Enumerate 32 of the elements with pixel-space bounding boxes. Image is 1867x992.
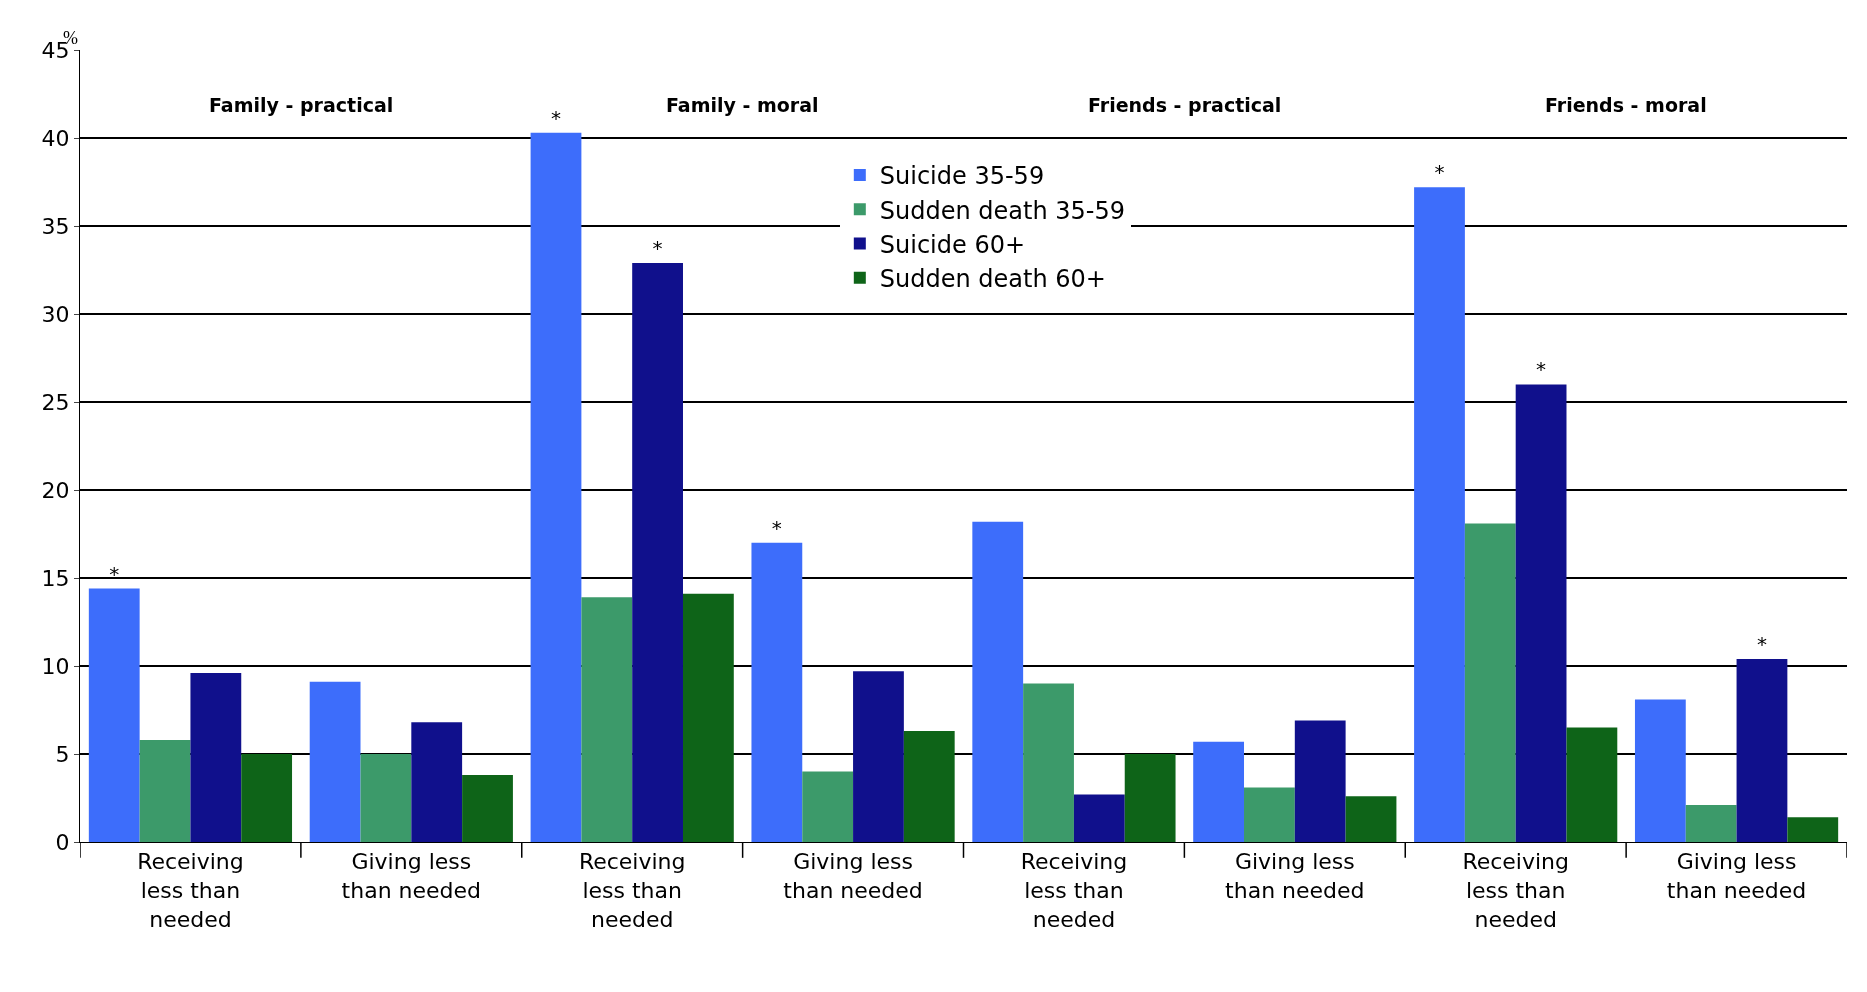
x-tick-label: Giving less than needed <box>1666 849 1807 903</box>
data-label: * <box>1434 160 1445 185</box>
x-tick-label: Receiving less than needed <box>578 849 686 932</box>
y-tick-label: 5 <box>55 741 70 767</box>
annotation: Friends - practical <box>1088 94 1282 116</box>
y-tick-label: 20 <box>41 477 70 503</box>
x-tick-label: Giving less than needed <box>341 849 482 903</box>
legend-label: Sudden death 35-59 <box>879 196 1126 225</box>
annotation: Friends - moral <box>1545 94 1707 116</box>
y-tick-label: 35 <box>41 213 70 239</box>
x-tick-label: Receiving less than needed <box>137 849 244 932</box>
x-tick-label: Giving less than needed <box>1225 849 1365 903</box>
x-tick-label: Receiving less than needed <box>1020 849 1128 932</box>
data-label: * <box>1536 357 1547 382</box>
data-label: * <box>550 105 561 130</box>
data-label: * <box>109 561 120 586</box>
data-label: * <box>652 235 663 260</box>
legend-label: Sudden death 60+ <box>879 265 1106 294</box>
y-tick-label: 30 <box>41 301 70 327</box>
y-tick-label: 40 <box>41 125 70 151</box>
legend-label: Suicide 35-59 <box>879 162 1045 191</box>
data-label: * <box>771 515 782 540</box>
x-tick-label: Giving less than needed <box>783 849 923 903</box>
y-tick-label: 0 <box>55 829 70 855</box>
data-label: * <box>1756 631 1767 656</box>
y-tick-label: 15 <box>41 565 70 591</box>
legend-label: Suicide 60+ <box>879 230 1026 259</box>
annotation: Family - practical <box>209 94 394 116</box>
y-tick-label: 10 <box>41 653 70 679</box>
y-tick-label: 25 <box>41 389 70 415</box>
annotation: Family - moral <box>666 94 819 116</box>
x-tick-label: Receiving less than needed <box>1462 849 1569 932</box>
